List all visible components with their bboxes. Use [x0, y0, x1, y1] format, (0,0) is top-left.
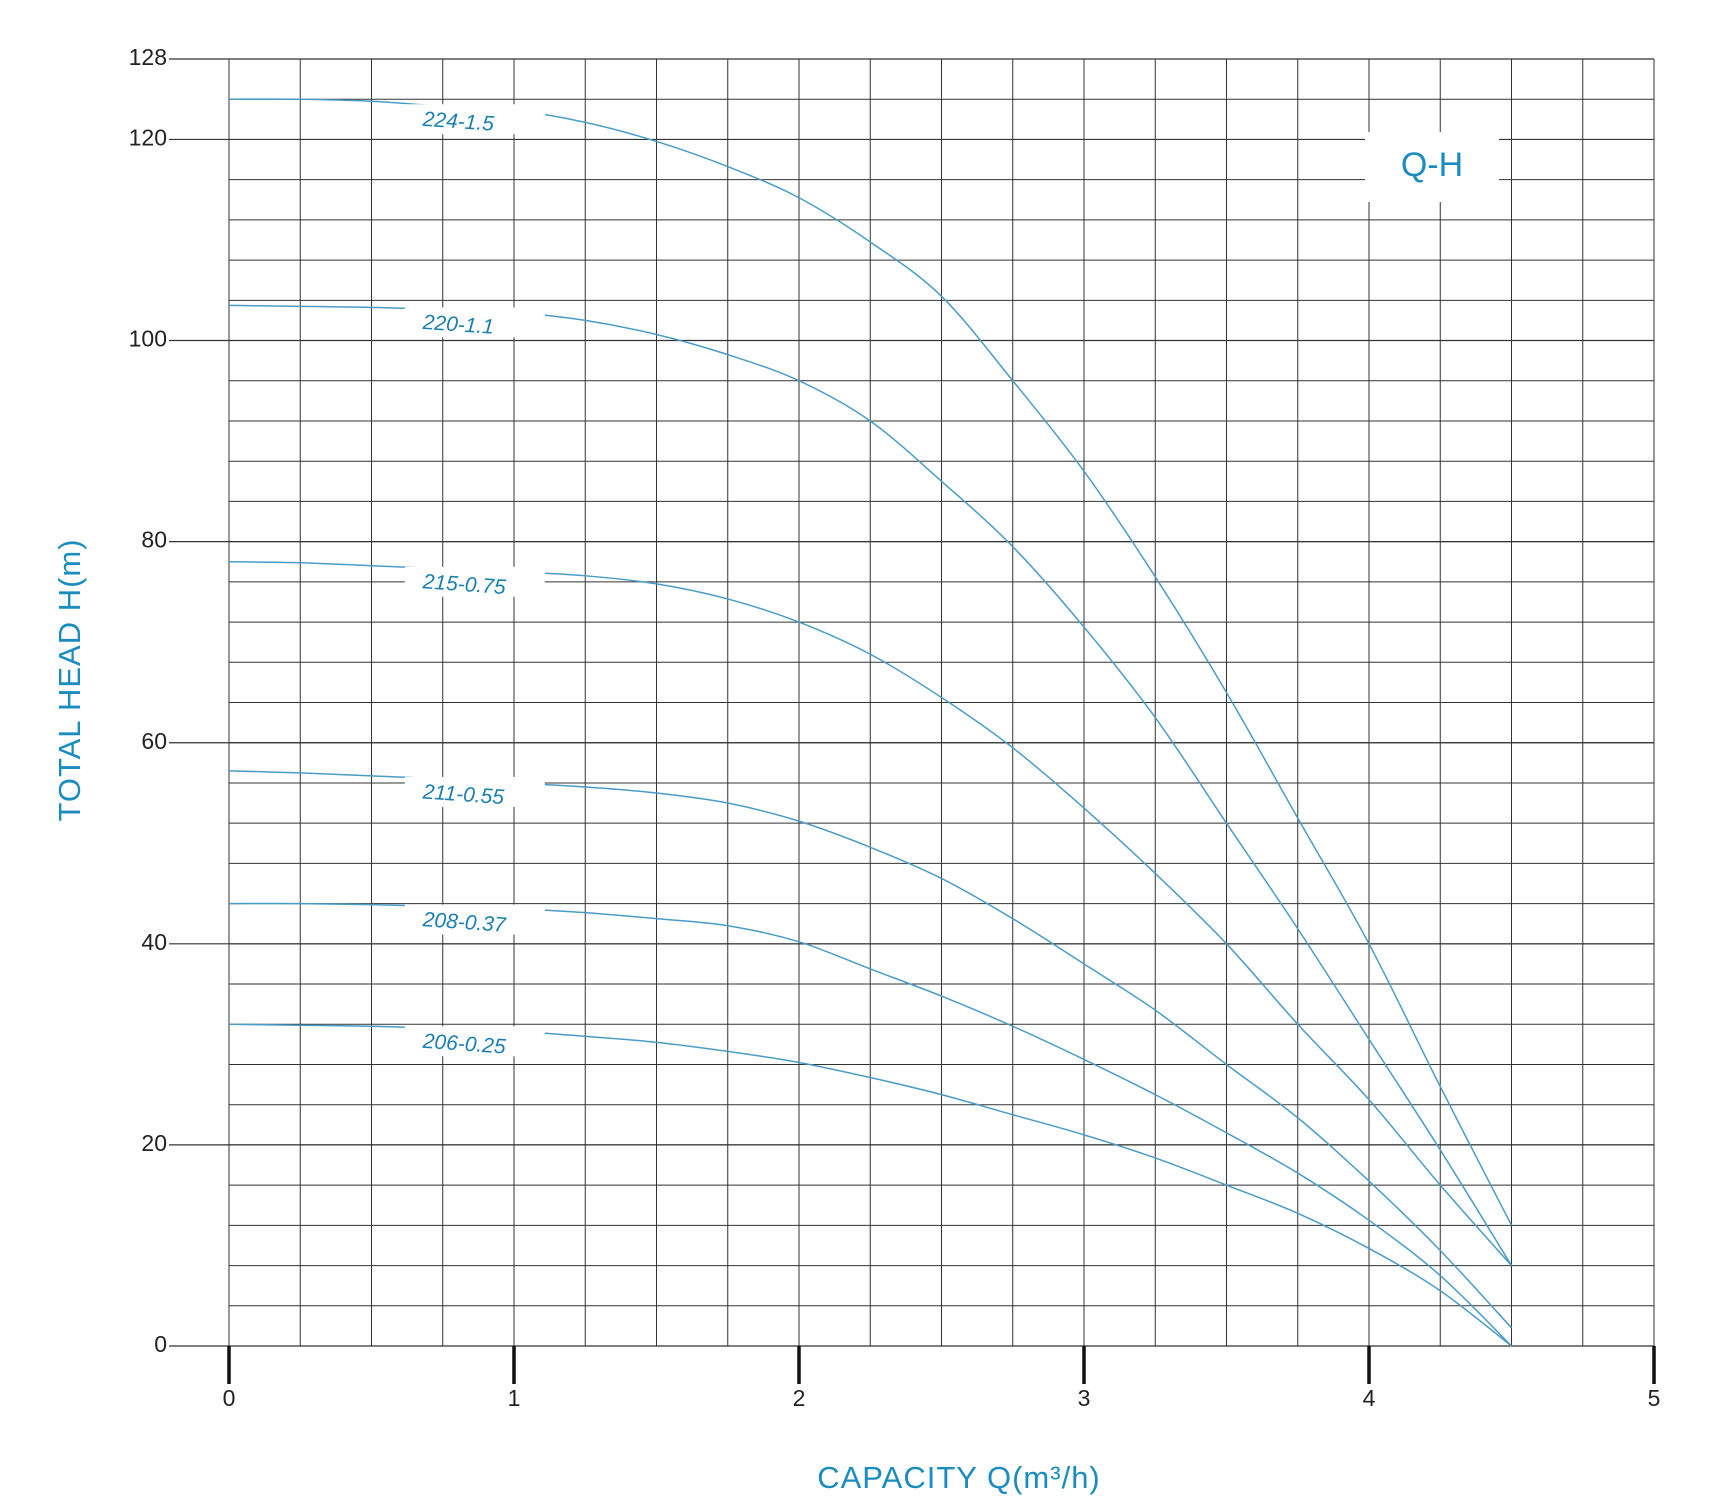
x-tick-label: 0	[223, 1385, 236, 1411]
y-tick-label: 100	[129, 326, 167, 352]
curve-label: 224-1.5	[421, 108, 495, 136]
y-tick-label: 80	[141, 527, 167, 553]
y-tick-label: 0	[154, 1331, 167, 1357]
curve-label-box	[404, 1026, 545, 1057]
x-tick-label: 2	[793, 1385, 806, 1411]
x-tick-label: 5	[1648, 1385, 1661, 1411]
y-tick-label: 120	[129, 125, 167, 151]
y-tick-label: 40	[141, 929, 167, 955]
x-tick-label: 1	[508, 1385, 521, 1411]
labels: 224-1.5220-1.1215-0.75211-0.55208-0.3720…	[404, 104, 545, 1059]
annotation-box	[1365, 132, 1499, 202]
curve-label-box	[404, 307, 545, 338]
curve-label-box	[404, 776, 545, 807]
x-tick-label: 3	[1078, 1385, 1091, 1411]
curve-label-box	[404, 566, 545, 597]
curve-label-box	[404, 104, 545, 135]
y-tick-label: 128	[129, 44, 167, 70]
x-axis-title: CAPACITY Q(m³/h)	[817, 1460, 1101, 1495]
x-tick-label: 4	[1363, 1385, 1376, 1411]
y-tick-label: 60	[141, 728, 167, 754]
grid: 0 20 40 60 80 100 120 128 0 1 2 3 4 5	[129, 44, 1661, 1411]
curve-label-box	[404, 904, 545, 935]
y-tick-label: 20	[141, 1130, 167, 1156]
y-axis-title: TOTAL HEAD H(m)	[52, 538, 87, 821]
annotation: Q-H	[1401, 146, 1463, 184]
curve-label: 211-0.55	[421, 780, 505, 809]
curve-label: 220-1.1	[421, 311, 495, 339]
